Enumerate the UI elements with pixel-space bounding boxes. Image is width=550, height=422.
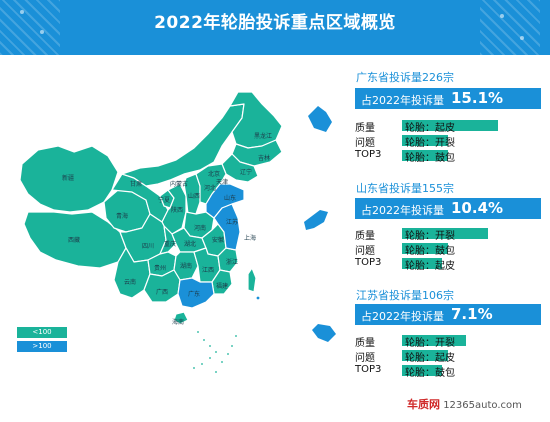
issue-bar [402,350,448,361]
province-label: 云南 [124,278,136,286]
region-title: 山东省投诉量155宗 [356,182,454,195]
province-label: 黑龙江 [254,132,272,140]
province-label: 湖北 [184,240,196,248]
province-taiwan [247,267,257,293]
province-label: 江苏 [226,218,238,226]
header-banner: 2022年轮胎投诉重点区域概览 [0,0,550,55]
issue-bar [402,135,448,146]
share-value: 15.1% [451,89,504,107]
province-label: 北京 [208,170,220,178]
watermark-url: 12365auto.com [443,400,522,411]
legend-low: <100 [17,327,67,338]
province-label: 海南 [172,318,184,326]
province-guangdong [177,277,215,309]
watermark: 车质网 12365auto.com [407,396,522,412]
page-title: 2022年轮胎投诉重点区域概览 [154,13,396,33]
province-label: 重庆 [164,240,176,248]
region-title: 广东省投诉量226宗 [356,71,454,84]
issue-bar [402,150,448,161]
watermark-brand: 车质网 [407,398,440,411]
share-bar: 占2022年投诉量 10.4% [355,198,541,219]
south-sea-islands [193,331,237,373]
province-label: 陕西 [171,206,183,214]
issue-bar [402,120,498,131]
province-label: 山西 [188,192,200,200]
share-bar: 占2022年投诉量 7.1% [355,304,541,325]
province-label: 河北 [204,184,216,192]
province-label: 西藏 [68,236,80,244]
province-label: 江西 [202,267,214,274]
china-map: 黑龙江 吉林 辽宁 内蒙古 新疆 西藏 青海 甘肃 宁夏 陕西 山西 河北 北京… [19,91,336,373]
province-label: 上海 [244,234,256,242]
province-label: 天津 [216,179,228,186]
province-jiangsu [213,203,241,251]
province-label: 青海 [116,212,128,220]
province-label: 甘肃 [130,180,142,188]
province-label: 广西 [156,288,168,296]
province-label: 湖南 [180,262,192,270]
share-value: 7.1% [451,305,493,323]
issue-bar [402,258,442,269]
province-xinjiang [19,145,119,213]
share-label: 占2022年投诉量 [361,94,444,107]
province-label: 广东 [188,290,200,298]
share-label: 占2022年投诉量 [361,204,444,217]
island-hokkaido [308,106,332,132]
province-label: 安徽 [212,236,224,244]
issue-bar [402,228,488,239]
province-hainan [173,311,189,325]
share-value: 10.4% [451,199,504,217]
province-label: 新疆 [62,174,74,182]
province-label: 四川 [142,243,154,250]
island-kyushu [312,324,336,342]
province-label: 山东 [224,194,236,202]
province-label: 内蒙古 [170,180,188,188]
province-label: 辽宁 [240,168,252,176]
region-title: 江苏省投诉量106宗 [356,289,454,302]
island-honshu [304,210,328,230]
share-bar: 占2022年投诉量 15.1% [355,88,541,109]
province-label: 河南 [194,224,206,232]
province-label: 贵州 [154,264,166,272]
legend-high: >100 [17,341,67,352]
issue-bar [402,365,442,376]
issue-bar [402,335,466,346]
province-label: 吉林 [258,154,270,162]
province-label: 福建 [216,282,228,290]
province-label: 浙江 [226,258,238,266]
share-label: 占2022年投诉量 [361,310,444,323]
province-label: 宁夏 [158,196,170,204]
issue-bar [402,243,448,254]
